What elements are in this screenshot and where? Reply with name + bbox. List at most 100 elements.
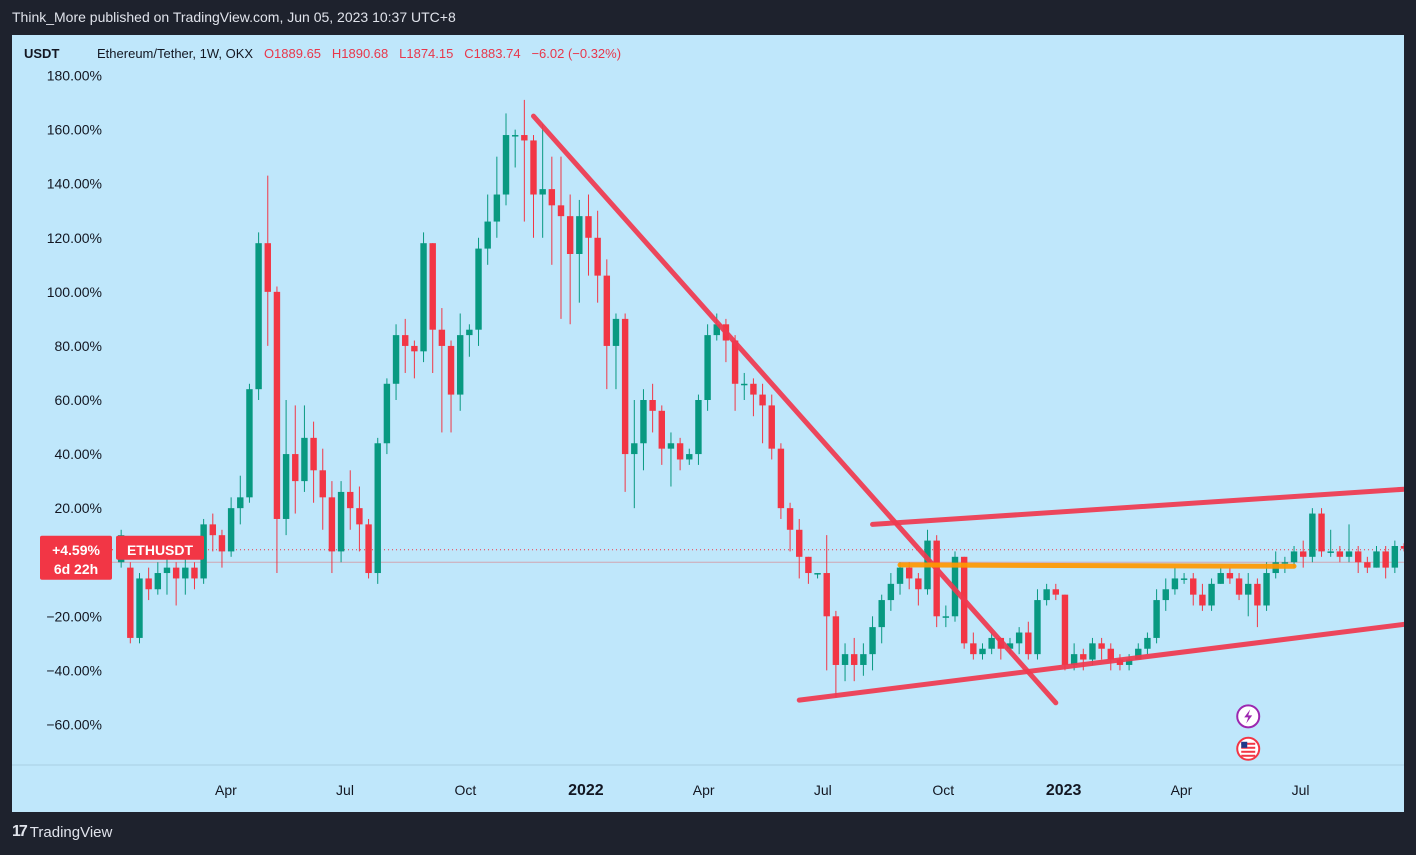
candle-body	[1245, 583, 1252, 595]
candle-body	[539, 189, 546, 195]
candle-body	[502, 135, 510, 195]
candle-body	[1208, 583, 1215, 606]
candle-body	[484, 221, 491, 249]
candle-body	[530, 140, 537, 195]
candle-body	[557, 205, 565, 217]
flag-icon-stripe	[1241, 750, 1256, 753]
candle-body	[282, 454, 290, 519]
candle-body	[172, 567, 180, 579]
lightning-icon-glyph	[1244, 709, 1253, 724]
symbol-legend: USDT Ethereum/Tether, 1W, OKX O1889.65 H…	[24, 46, 621, 61]
candle-body	[182, 567, 189, 579]
candle-body	[741, 383, 748, 386]
candlestick-chart[interactable]: 180.00% 160.00% 140.00% 120.00% 100.00% 80.00…	[12, 35, 1404, 812]
candle-body	[979, 648, 986, 655]
candle-body	[942, 616, 950, 618]
candle-body	[750, 383, 757, 395]
candle-body	[786, 508, 794, 530]
ohlc-close: C1883.74	[464, 46, 521, 61]
candle-body	[905, 567, 913, 579]
candle-body	[1318, 513, 1325, 552]
candle-body	[649, 400, 656, 411]
candle-body	[658, 410, 665, 449]
candle-body	[869, 627, 876, 655]
flag-icon-canton	[1241, 741, 1248, 748]
flag-icon-stripe	[1241, 742, 1256, 745]
candle-body	[447, 345, 455, 395]
candle-body	[548, 189, 556, 206]
candle-body	[1382, 551, 1389, 568]
candle-body	[640, 400, 647, 444]
candle-body	[1309, 513, 1316, 557]
candle-body	[1263, 573, 1270, 606]
chart-panel[interactable]: 180.00% 160.00% 140.00% 120.00% 100.00% 80.00…	[12, 35, 1404, 812]
candle-body	[1171, 578, 1179, 590]
candle-body	[1400, 546, 1404, 549]
candle-body	[438, 329, 446, 346]
candle-body	[1299, 551, 1307, 557]
candle-body	[1025, 632, 1032, 655]
candle-body	[1135, 648, 1142, 660]
x-tick-label: Jul	[336, 782, 354, 798]
candle-body	[1364, 562, 1371, 568]
candle-body	[1336, 551, 1344, 557]
publisher-header: Think_More published on TradingView.com,…	[12, 9, 456, 25]
support-line	[897, 562, 1297, 569]
candle-body	[136, 578, 143, 638]
trend-line	[796, 621, 1404, 703]
trend-line	[531, 113, 1059, 706]
candle-body	[777, 448, 785, 509]
y-tick-label: 60.00%	[55, 392, 102, 408]
y-tick-label: 180.00%	[47, 68, 102, 84]
y-tick-label: 120.00%	[47, 230, 102, 246]
candle-body	[1235, 578, 1243, 595]
candle-body	[328, 497, 336, 552]
ticker-badge-label: ETHUSDT	[127, 542, 194, 558]
candle-body	[887, 583, 895, 601]
candle-body	[1153, 600, 1160, 638]
candle-body	[255, 243, 262, 390]
candle-body	[851, 654, 858, 665]
candle-body	[1015, 632, 1023, 644]
candle-body	[841, 654, 849, 665]
candle-body	[163, 567, 171, 574]
y-tick-label: 40.00%	[55, 446, 102, 462]
candle-body	[1052, 589, 1060, 595]
candle-body	[594, 237, 601, 276]
candle-body	[292, 454, 299, 482]
candle-body	[356, 508, 363, 525]
candle-body	[1391, 546, 1399, 568]
candle-body	[759, 394, 766, 406]
candle-body	[676, 443, 684, 460]
candle-body	[1107, 648, 1114, 660]
candle-body	[237, 497, 244, 509]
price-badge	[40, 535, 112, 580]
symbol-name[interactable]: Ethereum/Tether, 1W, OKX	[97, 46, 254, 61]
candle-body	[511, 135, 519, 137]
candle-body	[493, 194, 501, 222]
candle-body	[1217, 573, 1224, 584]
candle-body	[429, 243, 436, 330]
candle-body	[1281, 562, 1289, 564]
candle-body	[933, 540, 940, 617]
x-tick-label: Apr	[215, 782, 237, 798]
candle-body	[768, 405, 775, 449]
candle-body	[1226, 573, 1234, 579]
y-tick-label: 80.00%	[55, 338, 102, 354]
candle-body	[227, 508, 235, 552]
candle-body	[915, 578, 922, 590]
y-tick-label: −20.00%	[46, 608, 102, 624]
candle-body	[154, 573, 162, 590]
candle-body	[713, 324, 720, 336]
candle-body	[667, 443, 675, 449]
candle-body	[1162, 589, 1169, 601]
candle-body	[392, 335, 400, 384]
price-badge-countdown: 6d 22h	[54, 561, 98, 577]
candle-body	[1345, 551, 1353, 557]
candle-body	[402, 335, 409, 346]
footer-brand[interactable]: 17 TradingView	[12, 823, 112, 841]
candle-body	[1190, 578, 1197, 595]
x-tick-label: 2023	[1046, 782, 1082, 799]
ohlc-high: H1890.68	[331, 46, 389, 61]
candle-body	[832, 616, 840, 665]
